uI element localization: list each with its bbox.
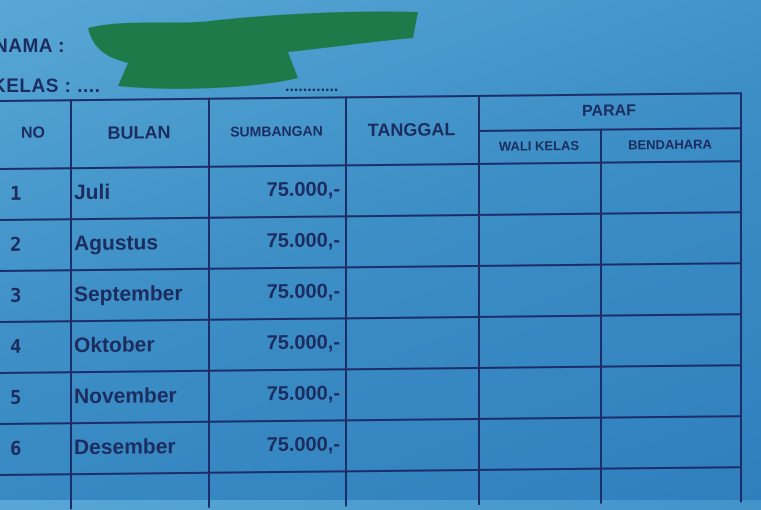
header-bendahara: BENDAHARA [628, 136, 712, 153]
contribution-amount: 75.000,- [266, 382, 340, 406]
header-paraf: PARAF [582, 101, 636, 120]
column-divider [208, 97, 210, 508]
column-divider [70, 99, 72, 510]
contribution-amount: 75.000,- [266, 331, 340, 355]
row-number: 4 [10, 335, 22, 358]
row-number: 5 [10, 386, 22, 409]
row-number: 2 [10, 233, 22, 256]
kelas-label: KELAS : .... [0, 76, 101, 97]
contribution-table: NO BULAN SUMBANGAN TANGGAL PARAF WALI KE… [0, 92, 744, 510]
column-divider [345, 96, 347, 507]
nama-label: NAMA : [0, 36, 65, 57]
row-number: 6 [10, 437, 22, 460]
month-name: Juli [74, 180, 111, 204]
header-bulan: BULAN [107, 121, 171, 143]
header-tanggal: TANGGAL [367, 118, 456, 140]
month-name: September [74, 281, 183, 306]
contribution-amount: 75.000,- [266, 178, 340, 202]
month-name: November [74, 383, 177, 408]
contribution-amount: 75.000,- [266, 433, 340, 457]
contribution-amount: 75.000,- [266, 229, 340, 253]
column-divider [478, 94, 480, 505]
header-sumbangan: SUMBANGAN [230, 122, 323, 140]
kelas-dots: ............ [285, 78, 339, 95]
contribution-amount: 75.000,- [266, 280, 340, 304]
redaction-scribble [88, 11, 418, 89]
row-number: 1 [10, 182, 22, 205]
month-name: Desember [74, 434, 176, 459]
row-number: 3 [10, 284, 22, 307]
header-wali-kelas: WALI KELAS [498, 137, 580, 154]
header-no: NO [21, 124, 45, 142]
column-divider [740, 92, 742, 503]
month-name: Oktober [74, 332, 155, 357]
month-name: Agustus [74, 230, 158, 255]
